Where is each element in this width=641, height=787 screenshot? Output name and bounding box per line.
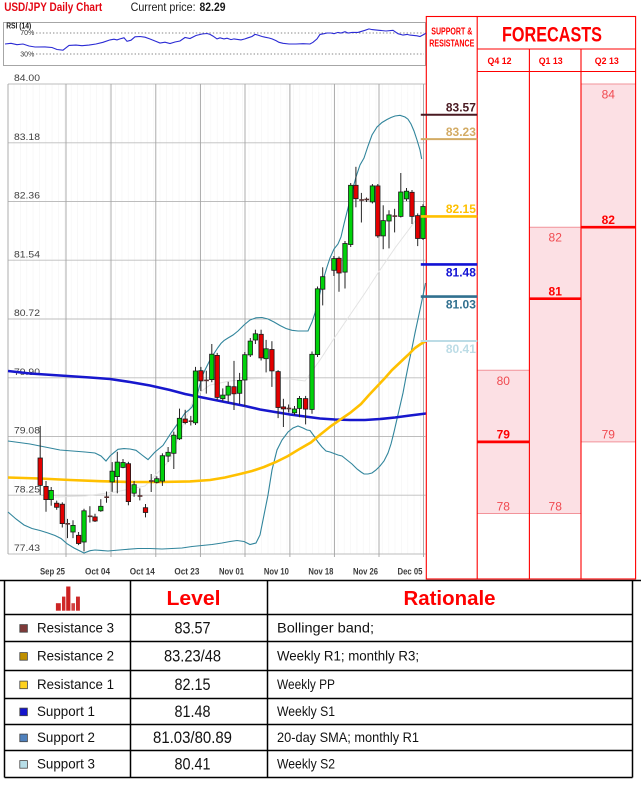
svg-text:79: 79 [602,428,616,442]
svg-text:Weekly S1: Weekly S1 [277,703,335,719]
svg-text:82.36: 82.36 [14,191,40,201]
svg-text:83.23/48: 83.23/48 [164,648,221,666]
svg-text:Bollinger band;: Bollinger band; [277,619,374,635]
svg-text:20-day SMA; monthly R1: 20-day SMA; monthly R1 [277,729,419,745]
svg-text:80: 80 [497,374,511,388]
svg-text:83.23: 83.23 [446,127,476,139]
svg-text:82.15: 82.15 [446,204,477,216]
svg-text:84: 84 [602,88,616,102]
svg-text:Oct 23: Oct 23 [174,566,199,576]
svg-text:Resistance 3: Resistance 3 [37,619,114,635]
svg-text:84.00: 84.00 [14,73,40,83]
svg-text:81.03/80.89: 81.03/80.89 [153,729,232,747]
svg-text:81.48: 81.48 [175,703,211,721]
svg-text:78: 78 [497,499,511,513]
svg-text:Support 1: Support 1 [37,703,95,719]
svg-text:82.29: 82.29 [200,2,226,14]
svg-text:SUPPORT &: SUPPORT & [431,27,472,38]
svg-text:Nov 10: Nov 10 [264,566,289,576]
svg-text:Current price:: Current price: [131,2,196,14]
svg-text:83.57: 83.57 [446,103,476,115]
svg-text:78: 78 [549,499,563,513]
svg-text:Q4 12: Q4 12 [488,56,512,67]
svg-text:Sep 25: Sep 25 [40,566,65,576]
svg-text:81.03: 81.03 [446,300,476,312]
svg-text:Nov 01: Nov 01 [219,566,244,576]
svg-text:Q2 13: Q2 13 [595,56,619,67]
svg-text:Weekly PP: Weekly PP [277,676,335,692]
svg-text:70%: 70% [20,30,34,37]
svg-text:Dec 05: Dec 05 [398,566,423,576]
svg-text:Level: Level [167,587,221,610]
svg-text:Resistance 2: Resistance 2 [37,647,114,663]
svg-text:Support 3: Support 3 [37,755,95,771]
svg-text:Nov 26: Nov 26 [353,566,378,576]
svg-text:79.08: 79.08 [14,426,40,436]
svg-text:77.43: 77.43 [14,543,40,553]
svg-text:78.25: 78.25 [14,484,40,494]
svg-text:82: 82 [549,231,563,245]
svg-text:81.54: 81.54 [14,249,40,259]
svg-text:82.15: 82.15 [175,676,211,694]
svg-text:RESISTANCE: RESISTANCE [429,39,474,50]
svg-text:Resistance 1: Resistance 1 [37,676,114,692]
svg-text:Oct 14: Oct 14 [130,566,155,576]
svg-text:80.41: 80.41 [175,756,211,774]
svg-text:81: 81 [549,285,563,299]
svg-text:Q1 13: Q1 13 [539,56,563,67]
svg-text:80.41: 80.41 [446,344,477,356]
svg-text:82: 82 [602,213,616,227]
svg-text:Weekly S2: Weekly S2 [277,755,335,771]
svg-text:79: 79 [497,428,511,442]
svg-text:81.48: 81.48 [446,267,477,279]
svg-text:Support 2: Support 2 [37,729,95,745]
svg-text:80.72: 80.72 [14,308,40,318]
svg-text:Rationale: Rationale [404,587,496,610]
svg-text:83.18: 83.18 [14,132,40,142]
svg-text:FORECASTS: FORECASTS [502,23,602,47]
svg-text:30%: 30% [20,51,34,58]
svg-text:83.57: 83.57 [175,620,211,638]
svg-text:Oct 04: Oct 04 [85,566,110,576]
svg-text:RSI (14): RSI (14) [6,22,31,31]
svg-text:Weekly R1; monthly R3;: Weekly R1; monthly R3; [277,647,419,663]
svg-text:USD/JPY Daily Chart: USD/JPY Daily Chart [4,2,102,14]
svg-text:Nov 18: Nov 18 [308,566,333,576]
